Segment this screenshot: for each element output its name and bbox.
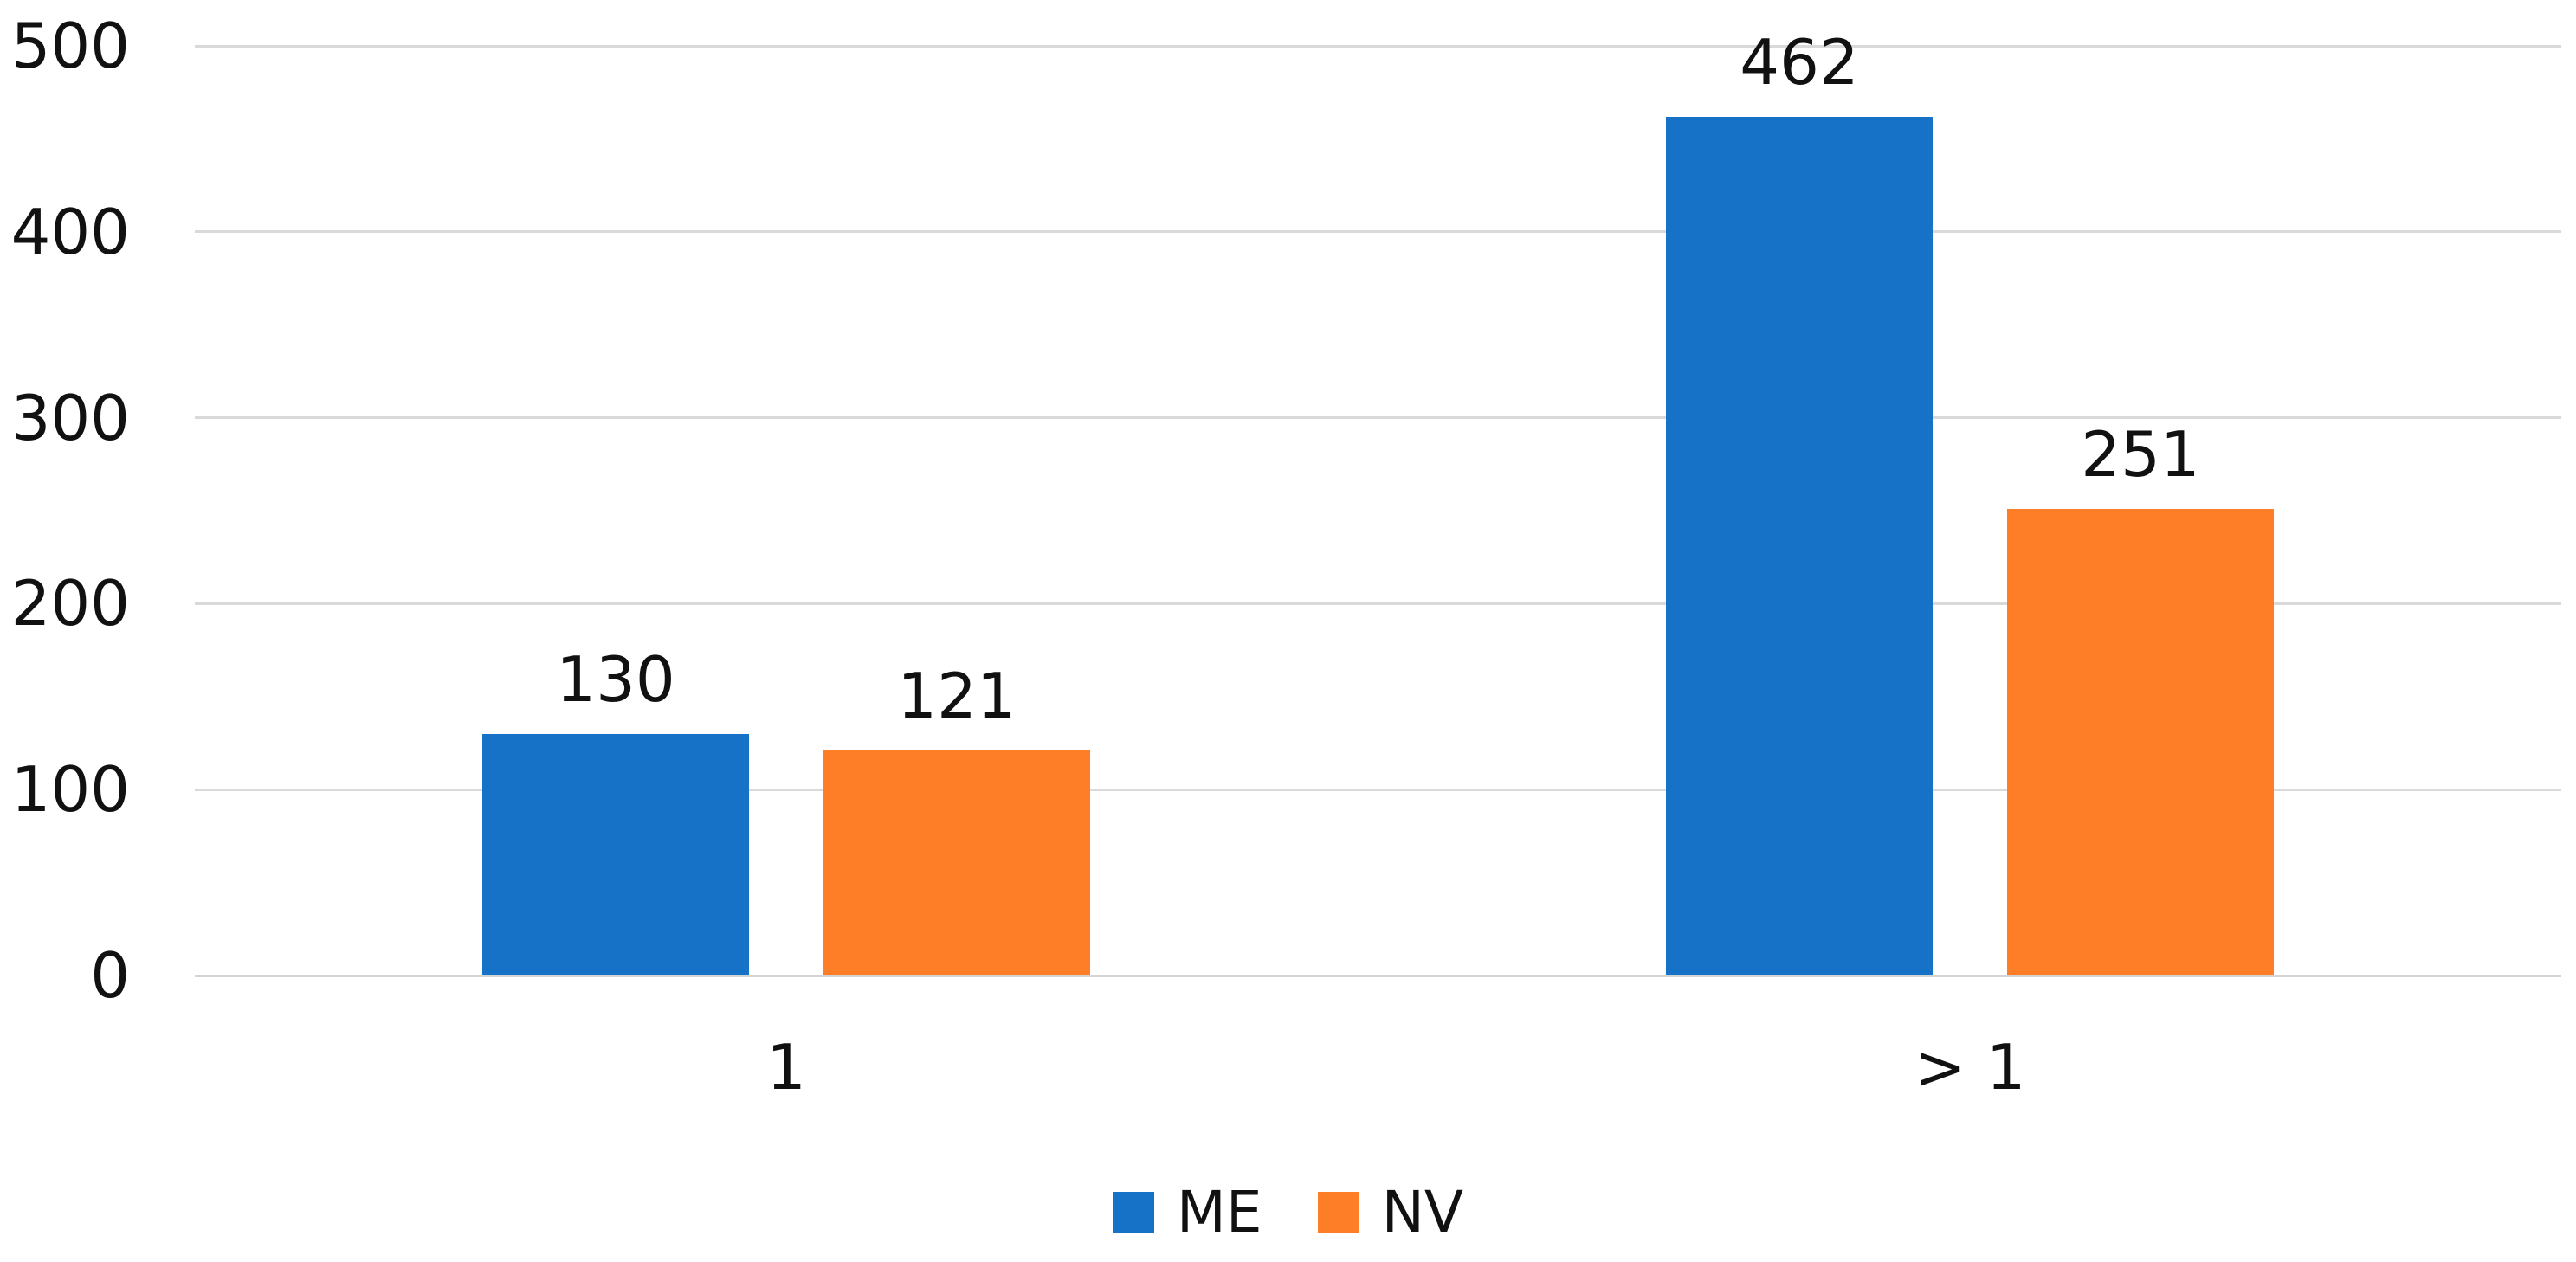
y-tick-label-400: 400: [10, 196, 130, 268]
gridline-400: [195, 230, 2561, 233]
bar-value-label-nv-251: 251: [2081, 418, 2200, 491]
x-axis-line: [195, 975, 2561, 977]
legend-label-nv: NV: [1381, 1179, 1464, 1246]
y-tick-label-100: 100: [10, 753, 130, 826]
gridline-500: [195, 45, 2561, 48]
bar-me-category-1: [482, 734, 749, 975]
bar-value-label-nv-121: 121: [897, 660, 1017, 732]
bar-nv-category-1: [823, 750, 1090, 975]
y-tick-label-200: 200: [10, 567, 130, 640]
bar-value-label-me-462: 462: [1740, 26, 1859, 99]
gridline-300: [195, 416, 2561, 419]
legend-color-swatch-me: [1112, 1192, 1154, 1233]
y-tick-label-300: 300: [10, 382, 130, 454]
chart-legend: ME NV: [0, 1184, 2576, 1241]
y-tick-label-500: 500: [10, 10, 130, 82]
legend-color-swatch-nv: [1317, 1192, 1359, 1233]
gridline-200: [195, 602, 2561, 605]
y-tick-label-0: 0: [90, 939, 130, 1012]
x-category-label-2: > 1: [1914, 1031, 2026, 1104]
bar-me-category-2: [1666, 117, 1933, 975]
legend-label-me: ME: [1176, 1179, 1262, 1246]
gridline-100: [195, 789, 2561, 791]
bar-nv-category-2: [2007, 509, 2274, 975]
bar-value-label-me-130: 130: [556, 643, 675, 716]
x-category-label-1: 1: [766, 1031, 806, 1104]
legend-item-me: ME: [1112, 1179, 1262, 1246]
legend-item-nv: NV: [1317, 1179, 1464, 1246]
